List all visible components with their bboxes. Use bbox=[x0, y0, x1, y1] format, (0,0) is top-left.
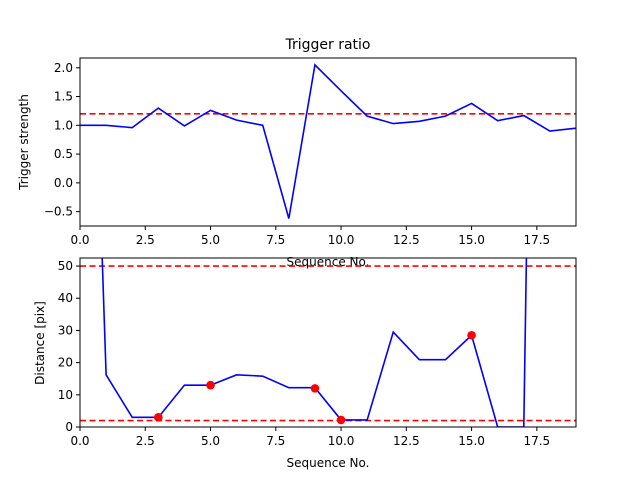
bottom-axes-frame bbox=[79, 257, 577, 428]
top-x-tick-label: 10.0 bbox=[328, 233, 355, 247]
top-x-tick-label: 7.5 bbox=[266, 233, 285, 247]
top-subplot: Trigger ratio Sequence No. Trigger stren… bbox=[17, 37, 577, 269]
bottom-subplot: Sequence No. Distance [pix] 0.0 2.5 5.0 7.5… bbox=[33, 257, 577, 470]
top-y-tick-label: 1.5 bbox=[54, 90, 73, 104]
bottom-data-marker bbox=[336, 415, 346, 425]
bottom-y-tick-label: 40 bbox=[58, 291, 73, 305]
bottom-x-tick-label: 5.0 bbox=[201, 434, 220, 448]
top-y-tick-label: −0.5 bbox=[44, 205, 73, 219]
bottom-x-tick-label: 7.5 bbox=[266, 434, 285, 448]
bottom-y-tick-label: 10 bbox=[58, 388, 73, 402]
top-x-tick-label: 15.0 bbox=[458, 233, 485, 247]
bottom-y-axis-label: Distance [pix] bbox=[33, 301, 47, 385]
bottom-x-tick-label: 10.0 bbox=[328, 434, 355, 448]
bottom-x-tick-label: 15.0 bbox=[458, 434, 485, 448]
bottom-y-tick-label: 50 bbox=[58, 259, 73, 273]
bottom-x-axis-label: Sequence No. bbox=[287, 456, 370, 470]
bottom-x-tick-label: 2.5 bbox=[136, 434, 155, 448]
top-x-tick-label: 5.0 bbox=[201, 233, 220, 247]
bottom-y-tick-label: 0 bbox=[65, 420, 73, 434]
bottom-series-line bbox=[101, 258, 528, 427]
top-x-axis-label: Sequence No. bbox=[287, 255, 370, 269]
top-y-tick-label: 1.0 bbox=[54, 118, 73, 132]
top-clip-region bbox=[80, 63, 576, 219]
bottom-data-marker bbox=[154, 413, 163, 422]
bottom-y-tick-label: 20 bbox=[58, 356, 73, 370]
top-x-tick-label: 0.0 bbox=[70, 233, 89, 247]
bottom-data-marker bbox=[310, 384, 320, 393]
top-chart-title: Trigger ratio bbox=[284, 37, 370, 53]
bottom-data-marker bbox=[206, 380, 215, 390]
bottom-y-tick-label: 30 bbox=[58, 323, 73, 337]
top-x-tick-label: 12.5 bbox=[393, 233, 420, 247]
top-y-tick-label: 2.0 bbox=[54, 61, 73, 75]
bottom-x-tick-label: 17.5 bbox=[523, 434, 550, 448]
bottom-x-tick-label: 12.5 bbox=[393, 434, 420, 448]
top-y-axis-label: Trigger strength bbox=[17, 94, 31, 191]
bottom-data-marker bbox=[467, 330, 476, 340]
bottom-clip-region bbox=[80, 258, 576, 427]
top-y-tick-label: 0.0 bbox=[54, 176, 73, 190]
top-series-line bbox=[80, 63, 576, 219]
top-x-tick-label: 17.5 bbox=[523, 233, 550, 247]
top-x-tick-label: 2.5 bbox=[136, 233, 155, 247]
top-y-tick-label: 0.5 bbox=[54, 147, 73, 161]
top-axes-frame bbox=[79, 57, 577, 227]
bottom-x-tick-label: 0.0 bbox=[70, 434, 89, 448]
